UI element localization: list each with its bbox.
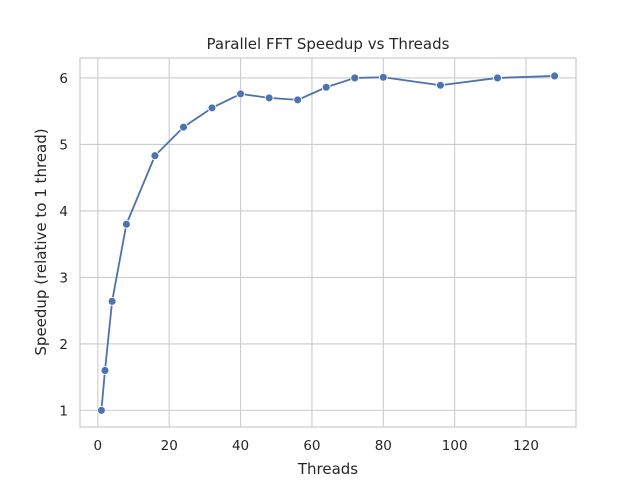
x-tick-labels: 0 20 40 60 80 100 120 bbox=[94, 438, 539, 454]
data-point bbox=[321, 82, 331, 92]
y-tick-label: 5 bbox=[59, 137, 68, 153]
x-axis-label: Threads bbox=[297, 460, 358, 478]
data-point bbox=[350, 73, 360, 83]
data-point bbox=[550, 71, 560, 81]
series-line bbox=[100, 75, 555, 411]
y-tick-label: 2 bbox=[59, 337, 68, 353]
data-point bbox=[236, 89, 246, 99]
x-tick-label: 60 bbox=[303, 438, 320, 454]
y-tick-label: 6 bbox=[59, 71, 68, 87]
x-tick-label: 100 bbox=[442, 438, 468, 454]
data-point bbox=[293, 95, 303, 105]
data-point bbox=[96, 405, 106, 415]
x-tick-label: 0 bbox=[94, 438, 103, 454]
x-tick-label: 40 bbox=[232, 438, 249, 454]
data-point bbox=[121, 219, 131, 229]
data-point bbox=[264, 93, 274, 103]
data-point bbox=[100, 366, 110, 375]
data-point bbox=[435, 80, 445, 90]
x-tick-label: 120 bbox=[513, 438, 539, 454]
x-tick-label: 80 bbox=[375, 438, 392, 454]
grid bbox=[80, 58, 576, 427]
data-point bbox=[150, 151, 160, 161]
data-point bbox=[107, 296, 117, 306]
data-point bbox=[207, 103, 217, 113]
data-point bbox=[179, 122, 188, 132]
y-tick-label: 3 bbox=[59, 270, 68, 286]
x-tick-label: 20 bbox=[161, 438, 178, 454]
y-axis-label: Speedup (relative to 1 thread) bbox=[32, 128, 50, 355]
y-tick-labels: 1 2 3 4 5 6 bbox=[59, 71, 68, 419]
data-point bbox=[378, 72, 388, 82]
chart-title: Parallel FFT Speedup vs Threads bbox=[207, 35, 450, 53]
data-point bbox=[493, 73, 502, 83]
y-tick-label: 4 bbox=[59, 204, 68, 220]
y-tick-label: 1 bbox=[59, 403, 68, 419]
plot-frame bbox=[79, 57, 577, 428]
series bbox=[96, 71, 560, 415]
